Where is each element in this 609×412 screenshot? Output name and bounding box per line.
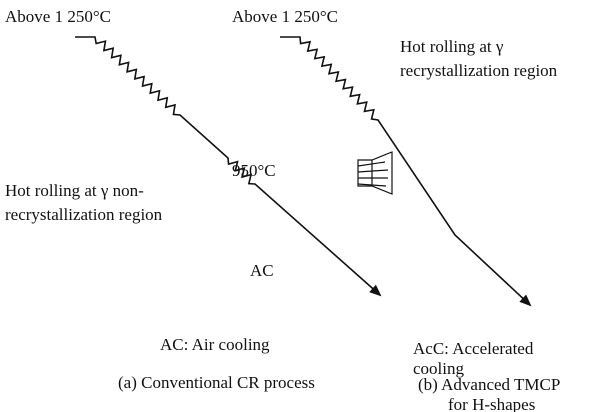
spray-nozzle bbox=[357, 151, 393, 195]
right-caption: (b) Advanced TMCP bbox=[418, 375, 560, 394]
left-rolling: recrystallization region bbox=[5, 205, 163, 224]
left-start-temp: Above 1 250°C bbox=[5, 7, 111, 26]
process-line bbox=[75, 36, 382, 297]
left-rolling: Hot rolling at γ non- bbox=[5, 181, 144, 200]
process-lines bbox=[75, 36, 532, 307]
right-legend: cooling bbox=[413, 359, 464, 378]
left-cooling-mark: AC bbox=[250, 261, 274, 280]
right-start-temp: Above 1 250°C bbox=[232, 7, 338, 26]
left-legend: AC: Air cooling bbox=[160, 335, 270, 354]
right-legend: AcC: Accelerated bbox=[413, 339, 534, 358]
right-rolling: recrystallization region bbox=[400, 61, 558, 80]
process-line bbox=[280, 36, 532, 307]
right-rolling: Hot rolling at γ bbox=[400, 37, 504, 56]
right-caption: for H-shapes bbox=[448, 395, 535, 412]
left-caption: (a) Conventional CR process bbox=[118, 373, 315, 392]
